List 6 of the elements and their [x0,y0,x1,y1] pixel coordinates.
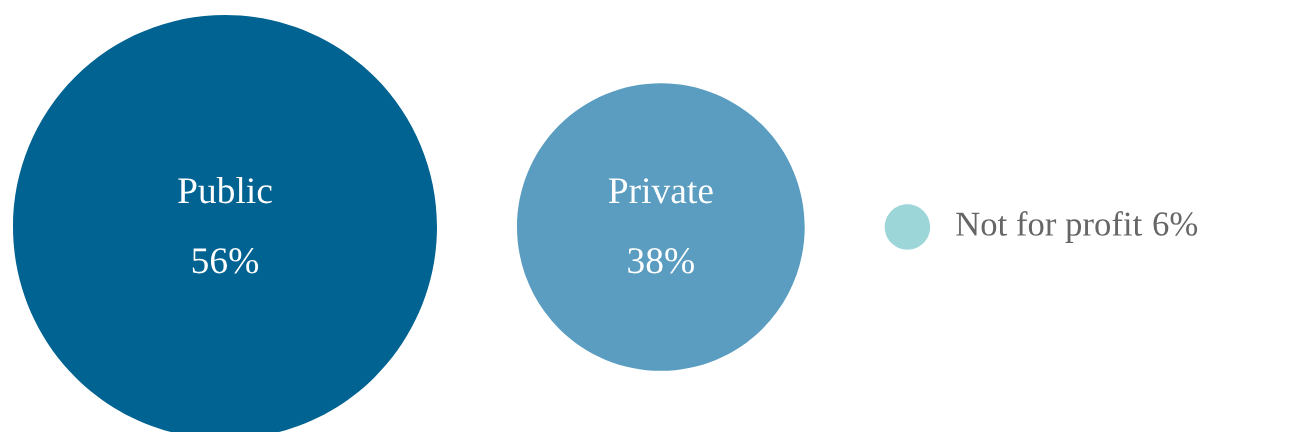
category-label: Public [178,177,272,204]
data-label: 6% [1153,212,1198,236]
data-label: 56% [192,248,259,274]
category-label: Private [608,178,713,204]
data-label: 38% [628,248,694,274]
category-label: Not for profit [956,211,1143,243]
